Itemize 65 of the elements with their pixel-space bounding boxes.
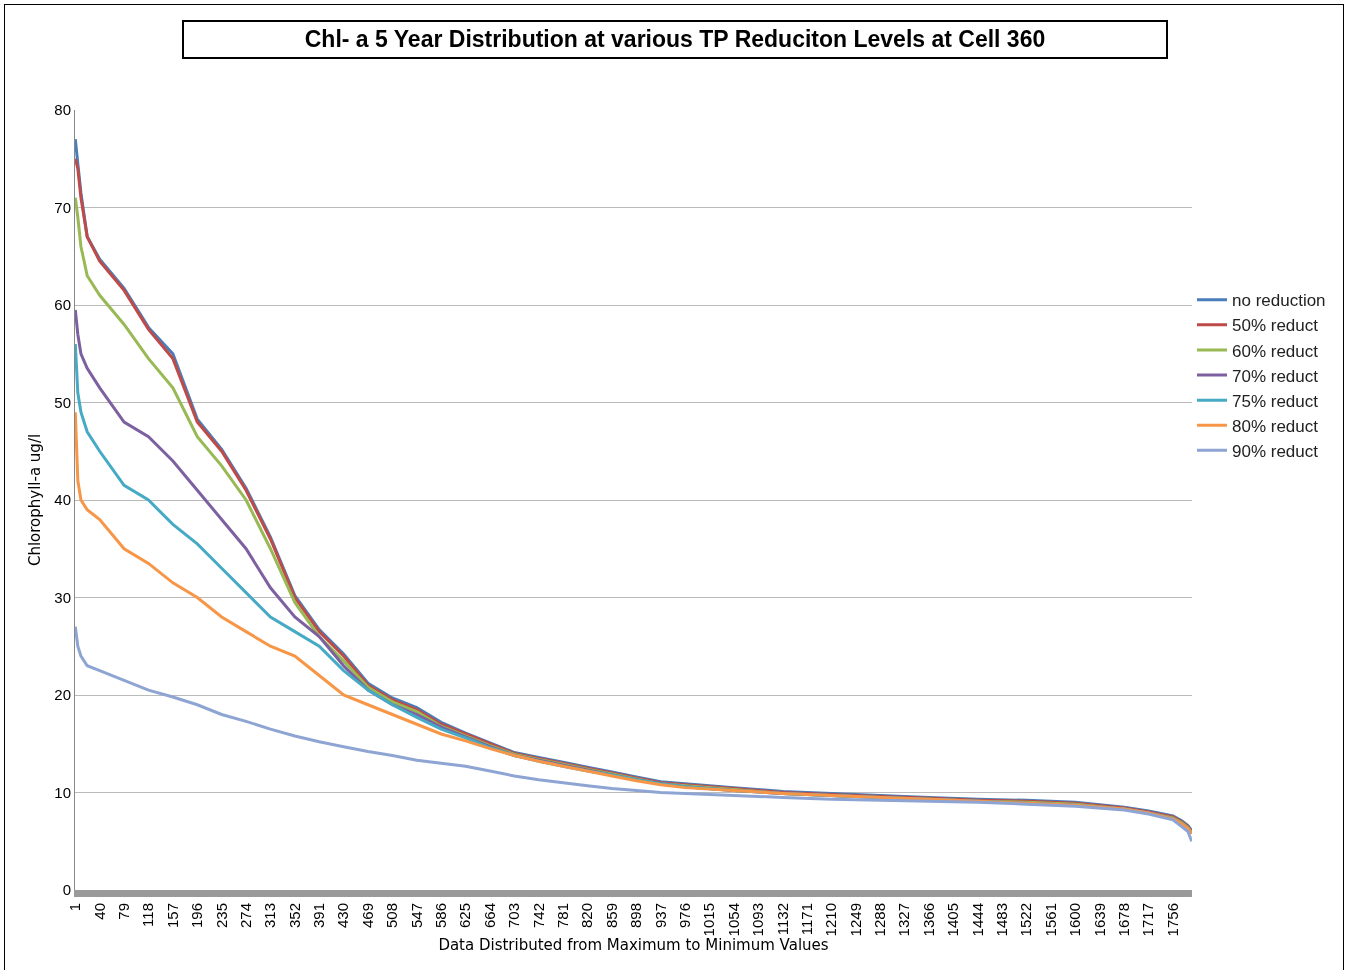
x-tick-label: 1288 (871, 903, 889, 937)
x-axis-title: Data Distributed from Maximum to Minimum Values (438, 936, 829, 955)
x-tick-label: 937 (651, 903, 669, 929)
x-tick-label: 1717 (1139, 903, 1157, 937)
legend-label: 70% reduct (1232, 366, 1319, 386)
x-tick-label: 1678 (1115, 903, 1133, 937)
x-tick-label: 1171 (797, 903, 815, 936)
legend-label: 80% reduct (1232, 416, 1319, 436)
x-tick-label: 859 (602, 903, 620, 929)
x-tick-label: 1405 (944, 903, 962, 937)
x-tick-label: 1561 (1041, 903, 1059, 937)
y-tick-label: 10 (54, 783, 71, 801)
x-tick-label: 40 (90, 903, 108, 920)
y-tick-label: 50 (54, 393, 71, 411)
x-tick-label: 1483 (993, 903, 1011, 937)
x-tick-label: 1210 (822, 903, 840, 937)
x-tick-label: 742 (529, 903, 547, 929)
y-tick-label: 20 (54, 686, 71, 704)
y-axis-title: Chlorophyll-a ug/l (25, 433, 44, 567)
y-tick-label: 0 (62, 881, 71, 899)
x-tick-label: 1444 (968, 903, 986, 937)
x-tick-label: 1366 (919, 903, 937, 937)
x-tick-label: 196 (188, 903, 206, 929)
x-tick-label: 313 (261, 903, 279, 929)
x-tick-label: 352 (285, 903, 303, 929)
x-tick-label: 1327 (895, 903, 913, 937)
x-tick-label: 235 (212, 903, 230, 929)
x-tick-label: 1093 (749, 903, 767, 937)
x-tick-label: 547 (407, 903, 425, 929)
x-tick-label: 976 (675, 903, 693, 929)
x-tick-label: 469 (358, 903, 376, 929)
x-tick-label: 781 (554, 903, 572, 929)
x-tick-label: 1522 (1017, 903, 1035, 937)
legend-label: 60% reduct (1232, 341, 1319, 361)
x-tick-label: 1054 (724, 903, 742, 937)
x-tick-label: 1639 (1090, 903, 1108, 937)
x-tick-label: 1756 (1163, 903, 1181, 937)
y-tick-label: 30 (54, 588, 71, 606)
x-tick-label: 1249 (846, 903, 864, 937)
x-tick-label: 1600 (1066, 903, 1084, 937)
legend-label: 75% reduct (1232, 391, 1319, 411)
x-tick-label: 391 (310, 903, 328, 929)
x-tick-label: 79 (114, 903, 132, 920)
x-tick-label: 274 (236, 903, 254, 929)
x-tick-label: 703 (505, 903, 523, 929)
x-tick-label: 430 (334, 903, 352, 929)
x-tick-label: 1 (66, 903, 84, 912)
x-tick-label: 508 (383, 903, 401, 929)
x-tick-label: 1015 (700, 903, 718, 937)
x-tick-label: 586 (432, 903, 450, 929)
x-tick-label: 664 (480, 903, 498, 929)
x-tick-label: 625 (456, 903, 474, 929)
x-tick-label: 157 (163, 903, 181, 929)
x-tick-label: 898 (627, 903, 645, 929)
x-tick-label: 820 (578, 903, 596, 929)
y-tick-label: 40 (54, 491, 71, 509)
legend-label: 50% reduct (1232, 316, 1319, 336)
legend-label: 90% reduct (1232, 441, 1319, 461)
y-tick-label: 70 (54, 198, 71, 216)
x-tick-label: 118 (139, 903, 157, 927)
x-tick-label: 1132 (773, 903, 791, 936)
y-tick-label: 60 (54, 296, 71, 314)
y-tick-label: 80 (54, 101, 71, 119)
chart-title: Chl- a 5 Year Distribution at various TP Reduciton Levels at Cell 360 (182, 20, 1168, 59)
legend-label: no reduction (1232, 291, 1326, 311)
